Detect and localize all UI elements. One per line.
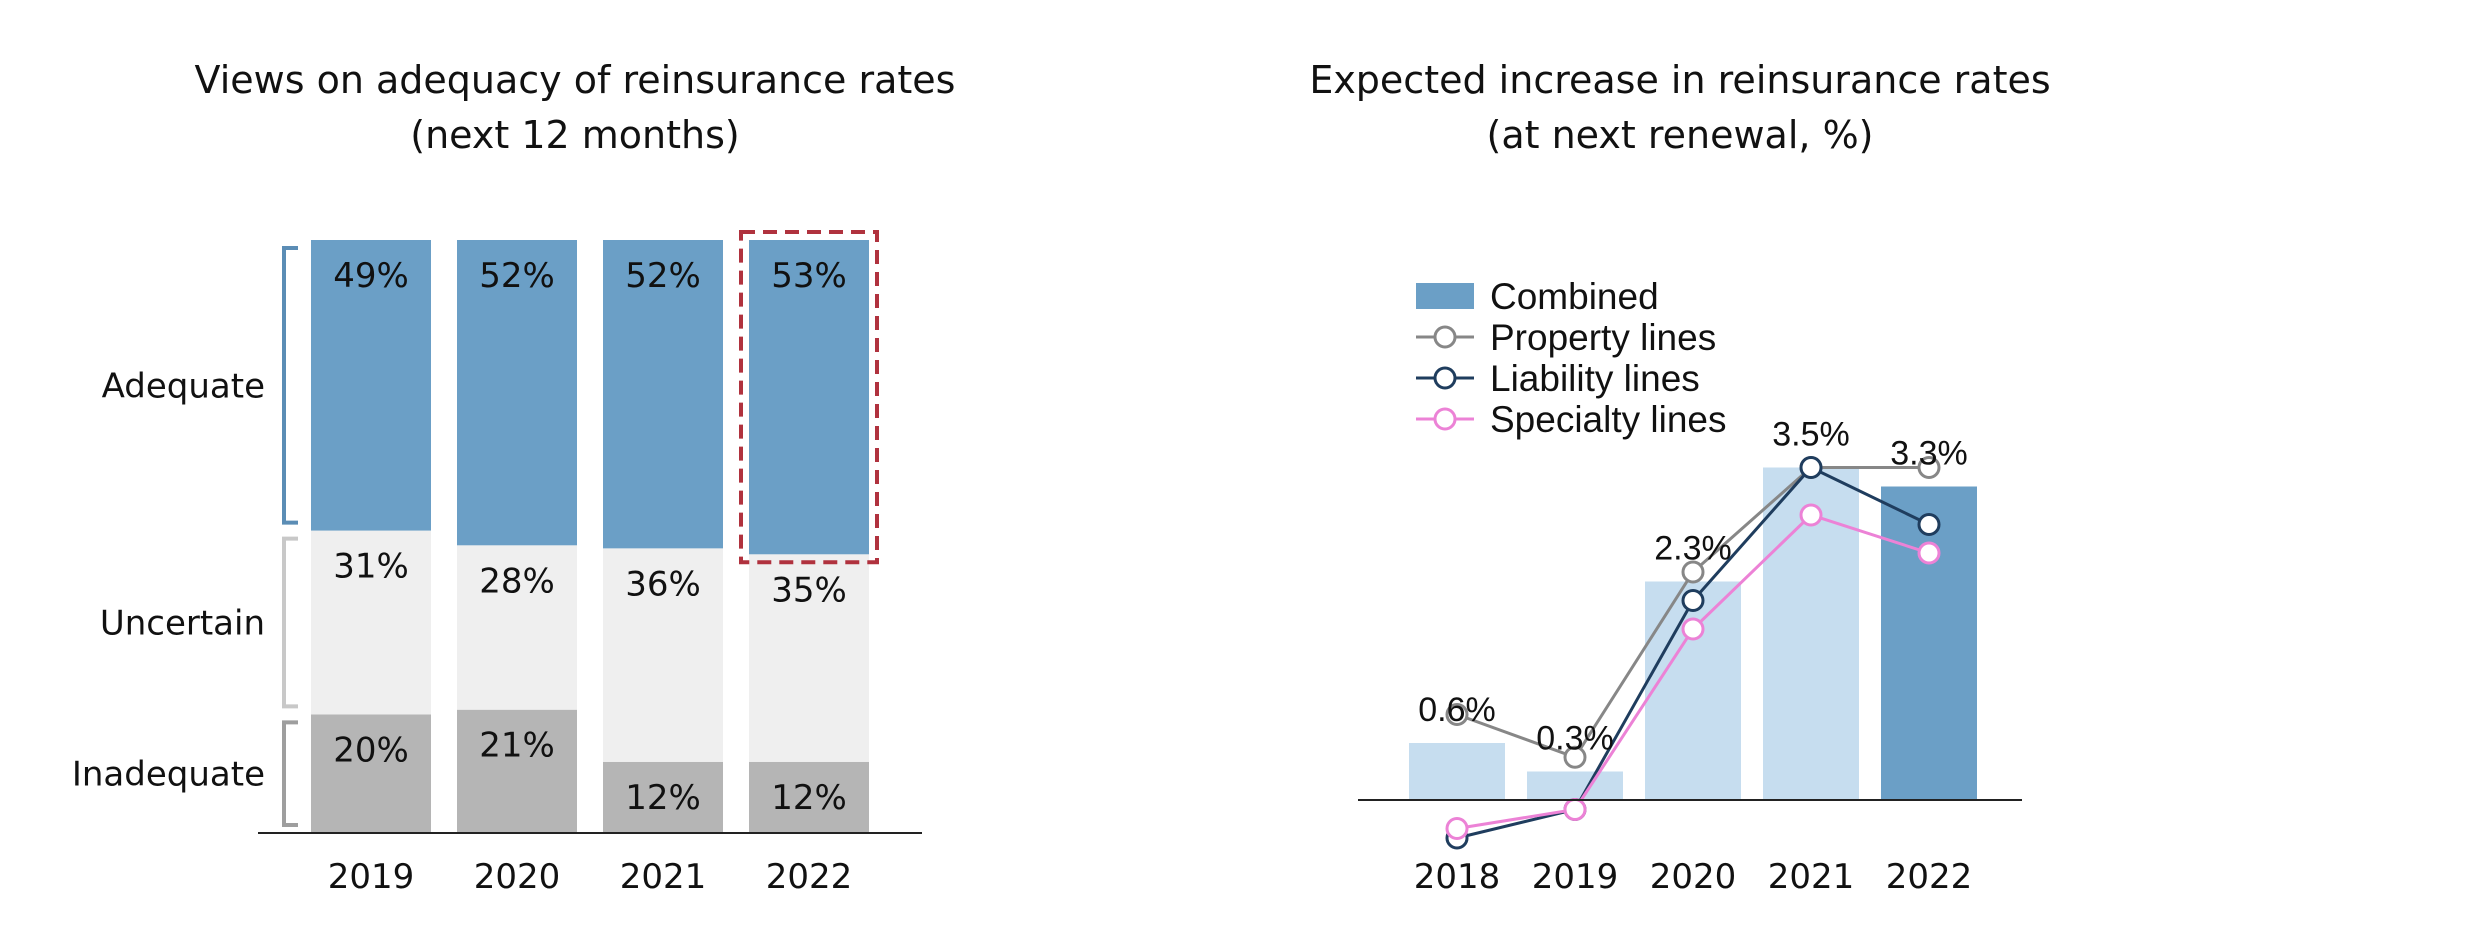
data-label-inadequate-2019: 20% xyxy=(333,730,409,770)
legend-marker-liability-lines xyxy=(1433,366,1457,390)
data-label-uncertain-2022: 35% xyxy=(771,570,847,610)
x-tick-2022: 2022 xyxy=(1886,857,1973,897)
x-tick-2021: 2021 xyxy=(1768,857,1855,897)
legend-marker-specialty-lines xyxy=(1433,407,1457,431)
marker-specialty-lines-2022 xyxy=(1917,541,1941,565)
adequacy-chart: Views on adequacy of reinsurance rates (… xyxy=(72,58,956,897)
data-label-combined-2020: 2.3% xyxy=(1654,530,1732,568)
data-label-adequate-2022: 53% xyxy=(771,256,847,296)
marker-specialty-lines-2021 xyxy=(1799,503,1823,527)
adequacy-brackets: Inadequate Uncertain Adequate xyxy=(72,246,298,827)
legend-swatch-combined xyxy=(1416,283,1474,309)
bar-inadequate-2020 xyxy=(457,709,577,833)
bracket-adequate xyxy=(282,246,298,525)
bar-adequate-2022 xyxy=(749,240,869,555)
x-tick-2019: 2019 xyxy=(328,857,415,897)
data-label-adequate-2019: 49% xyxy=(333,256,409,296)
combined-data-labels: 0.6% 0.3% 2.3% 3.5% 3.3% xyxy=(1418,416,1968,758)
bar-combined-2018 xyxy=(1409,743,1505,800)
data-label-uncertain-2019: 31% xyxy=(333,547,409,587)
marker-specialty-lines-2020 xyxy=(1681,617,1705,641)
bracket-uncertain xyxy=(282,536,298,709)
bar-uncertain-2021 xyxy=(603,548,723,762)
x-tick-2022: 2022 xyxy=(766,857,853,897)
x-tick-2020: 2020 xyxy=(1650,857,1737,897)
bar-combined-2019 xyxy=(1527,771,1623,800)
line-series xyxy=(1445,456,1941,850)
bar-combined-2022 xyxy=(1881,486,1977,800)
rate-x-axis: 2018 2019 2020 2021 2022 xyxy=(1358,799,2022,897)
bar-adequate-2019 xyxy=(311,240,431,531)
data-label-inadequate-2020: 21% xyxy=(479,726,555,766)
bar-adequate-2020 xyxy=(457,240,577,546)
marker-property-lines-2018 xyxy=(1445,703,1469,726)
series-label-adequate: Adequate xyxy=(102,366,265,406)
series-label-uncertain: Uncertain xyxy=(100,603,265,643)
data-label-combined-2018: 0.6% xyxy=(1418,691,1496,729)
marker-specialty-lines-2018 xyxy=(1445,817,1469,840)
data-label-combined-2021: 3.5% xyxy=(1772,416,1850,454)
bar-uncertain-2020 xyxy=(457,545,577,710)
x-tick-2019: 2019 xyxy=(1532,857,1619,897)
x-tick-2018: 2018 xyxy=(1414,857,1501,897)
left-chart-subtitle: (next 12 months) xyxy=(410,113,739,157)
bar-inadequate-2022 xyxy=(749,761,869,833)
legend-label-liability-lines: Liability lines xyxy=(1490,358,1700,399)
bar-uncertain-2022 xyxy=(749,554,869,762)
marker-liability-lines-2021 xyxy=(1799,456,1823,479)
bar-adequate-2021 xyxy=(603,240,723,549)
bracket-inadequate xyxy=(282,720,298,827)
marker-property-lines-2019 xyxy=(1563,745,1587,769)
legend-label-combined: Combined xyxy=(1490,276,1659,317)
legend-marker-property-lines xyxy=(1433,325,1457,349)
bar-inadequate-2021 xyxy=(603,761,723,833)
data-label-combined-2019: 0.3% xyxy=(1536,720,1614,758)
right-chart-title: Expected increase in reinsurance rates xyxy=(1309,58,2050,102)
highlight-box-2022 xyxy=(739,230,879,565)
marker-liability-lines-2020 xyxy=(1681,589,1705,612)
adequacy-data-labels: 20% 31% 49% 21% 28% 52% 12% 36% 52% 12% 35% 53% xyxy=(333,256,847,818)
data-label-uncertain-2021: 36% xyxy=(625,564,701,604)
marker-liability-lines-2022 xyxy=(1917,513,1941,536)
bar-combined-2020 xyxy=(1645,581,1741,800)
bar-uncertain-2019 xyxy=(311,530,431,715)
x-tick-2021: 2021 xyxy=(620,857,707,897)
data-label-combined-2022: 3.3% xyxy=(1890,435,1968,473)
series-label-inadequate: Inadequate xyxy=(72,755,265,795)
left-chart-title: Views on adequacy of reinsurance rates xyxy=(195,58,956,102)
legend-label-property-lines: Property lines xyxy=(1490,317,1716,358)
adequacy-x-axis: 2019 2020 2021 2022 xyxy=(258,832,922,897)
x-tick-2020: 2020 xyxy=(474,857,561,897)
adequacy-bars xyxy=(311,230,879,833)
data-label-adequate-2021: 52% xyxy=(625,256,701,296)
bar-inadequate-2019 xyxy=(311,714,431,833)
data-label-inadequate-2022: 12% xyxy=(771,778,847,818)
marker-property-lines-2020 xyxy=(1681,560,1705,584)
right-chart-subtitle: (at next renewal, %) xyxy=(1487,113,1874,157)
rate-increase-chart: Expected increase in reinsurance rates (… xyxy=(1309,58,2050,897)
data-label-inadequate-2021: 12% xyxy=(625,778,701,818)
marker-specialty-lines-2019 xyxy=(1563,798,1587,821)
data-label-uncertain-2020: 28% xyxy=(479,561,555,601)
data-label-adequate-2020: 52% xyxy=(479,256,555,296)
legend-label-specialty-lines: Specialty lines xyxy=(1490,399,1727,440)
marker-property-lines-2022 xyxy=(1917,456,1941,479)
